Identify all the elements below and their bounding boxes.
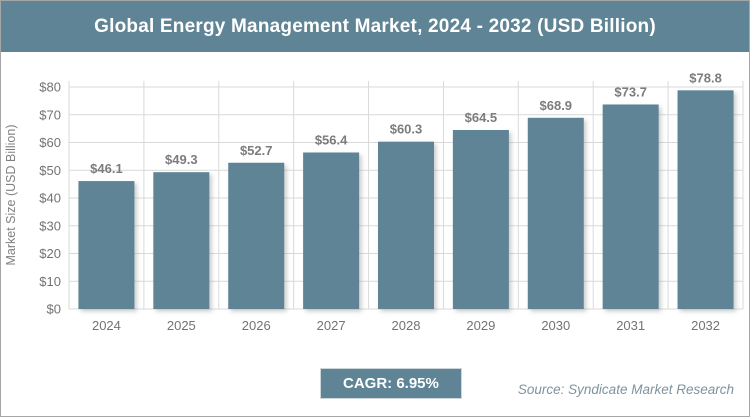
- bar: [677, 90, 734, 309]
- y-tick-label: $30: [39, 218, 61, 233]
- bar-value-label: $60.3: [390, 122, 423, 137]
- x-tick-label: 2031: [616, 318, 645, 333]
- x-tick-label: 2030: [541, 318, 570, 333]
- bar-value-label: $68.9: [540, 98, 573, 113]
- y-tick-label: $40: [39, 191, 61, 206]
- y-tick-label: $80: [39, 80, 61, 95]
- bar-value-label: $46.1: [90, 161, 123, 176]
- y-tick-label: $10: [39, 274, 61, 289]
- y-tick-label: $0: [47, 302, 61, 317]
- y-tick-label: $20: [39, 246, 61, 261]
- x-tick-label: 2026: [242, 318, 271, 333]
- bar: [303, 152, 360, 309]
- chart-header: Global Energy Management Market, 2024 - …: [1, 1, 749, 52]
- bar-value-label: $78.8: [689, 70, 722, 85]
- source-attribution: Source: Syndicate Market Research: [517, 382, 734, 397]
- x-tick-label: 2028: [392, 318, 421, 333]
- bar: [602, 104, 659, 309]
- bar-value-label: $73.7: [614, 84, 647, 99]
- bar-value-label: $64.5: [465, 110, 498, 125]
- bar-chart: $0 $10 $20 $30 $40 $50 $60 $70 $80 $46.1 2024 $49.3…: [4, 70, 744, 333]
- x-tick-label: 2025: [167, 318, 196, 333]
- bar: [378, 141, 434, 309]
- bar: [78, 181, 135, 309]
- bar: [153, 172, 210, 309]
- y-tick-label: $70: [39, 107, 61, 122]
- bar: [527, 117, 584, 309]
- cagr-badge: CAGR: 6.95%: [320, 368, 462, 399]
- x-tick-label: 2032: [691, 318, 720, 333]
- bar-value-label: $56.4: [315, 132, 348, 147]
- bar: [452, 130, 509, 309]
- y-axis-title: Market Size (USD Billion): [4, 124, 18, 265]
- bar-value-label: $49.3: [165, 152, 198, 167]
- bar: [228, 162, 285, 309]
- bar-value-label: $52.7: [240, 143, 273, 158]
- chart-title: Global Energy Management Market, 2024 - …: [94, 15, 656, 37]
- x-tick-label: 2027: [317, 318, 346, 333]
- y-tick-label: $60: [39, 135, 61, 150]
- x-tick-label: 2029: [466, 318, 495, 333]
- x-tick-label: 2024: [92, 318, 121, 333]
- y-tick-label: $50: [39, 163, 61, 178]
